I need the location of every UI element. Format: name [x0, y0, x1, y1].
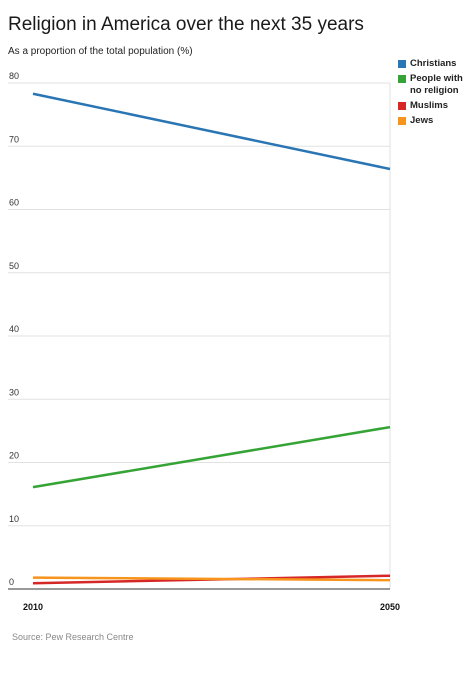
legend-item-no-religion: People with no religion — [398, 73, 464, 97]
y-tick-label: 10 — [9, 514, 19, 524]
y-tick-label: 60 — [9, 198, 19, 208]
series-line — [32, 576, 391, 582]
y-tick-label: 40 — [9, 324, 19, 334]
legend: Christians People with no religion Musli… — [398, 58, 464, 130]
legend-label: Jews — [410, 115, 434, 126]
x-tick-label: 2010 — [23, 602, 43, 612]
legend-label: Christians — [410, 58, 457, 69]
legend-label: Muslims — [410, 100, 449, 111]
legend-item-jews: Jews — [398, 115, 464, 127]
y-tick-label: 30 — [9, 387, 19, 397]
y-tick-label: 0 — [9, 577, 14, 587]
y-tick-label: 70 — [9, 134, 19, 144]
x-tick-label: 2050 — [380, 602, 400, 612]
legend-item-christians: Christians — [398, 58, 464, 70]
source-note: Source: Pew Research Centre — [12, 632, 134, 642]
series-line — [32, 425, 391, 489]
legend-label: People with no religion — [410, 73, 463, 96]
legend-swatch — [398, 75, 406, 83]
y-tick-label: 20 — [9, 451, 19, 461]
y-tick-label: 80 — [9, 71, 19, 81]
legend-swatch — [398, 60, 406, 68]
legend-swatch — [398, 117, 406, 125]
chart-title: Religion in America over the next 35 yea… — [8, 14, 364, 35]
series-line — [32, 92, 391, 171]
chart-subtitle: As a proportion of the total population … — [8, 46, 193, 57]
legend-swatch — [398, 102, 406, 110]
legend-item-muslims: Muslims — [398, 100, 464, 112]
y-tick-label: 50 — [9, 261, 19, 271]
